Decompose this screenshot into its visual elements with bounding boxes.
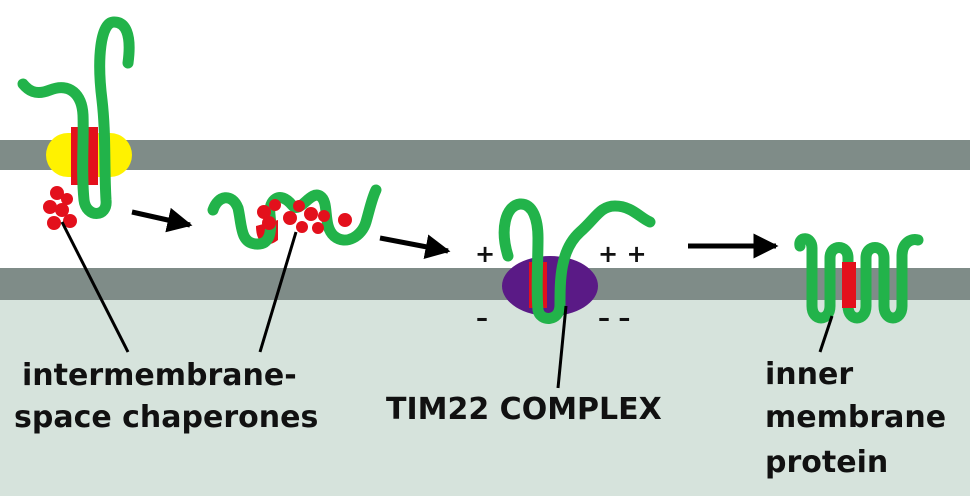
step1-chaperones — [43, 186, 77, 230]
step2-chaperone-complex — [207, 184, 382, 250]
arrow-1 — [131, 207, 193, 233]
chaperone-dot — [318, 210, 330, 222]
step4-protein-chain — [794, 233, 924, 324]
chaperone-dot — [63, 214, 77, 228]
step2-chaperones — [257, 199, 352, 234]
tim22-complex — [502, 256, 598, 316]
charge-minus-left: – — [476, 304, 488, 332]
chaperone-dot — [50, 186, 64, 200]
chaperone-dot — [269, 199, 281, 211]
label-inner-line2: membrane — [765, 400, 947, 435]
label-chaperones-line2: space chaperones — [14, 400, 319, 435]
step1-outer-channel-import — [17, 16, 135, 230]
pointer-chaperones-1 — [60, 221, 130, 353]
chaperone-dot — [61, 193, 73, 205]
step3-protein-chain — [498, 198, 656, 324]
pointer-inner-protein — [818, 315, 834, 353]
outer-membrane — [0, 140, 970, 170]
chaperone-dot — [283, 211, 297, 225]
chaperone-dot — [304, 207, 318, 221]
charge-plus-left: + — [475, 240, 495, 268]
charge-minus-right: – – — [598, 304, 630, 332]
step4-red-segment — [842, 262, 856, 308]
chaperone-dot — [55, 203, 69, 217]
arrow-2 — [379, 234, 451, 260]
chaperone-dot — [262, 216, 276, 230]
chaperone-dot — [312, 222, 324, 234]
chaperone-dot — [43, 200, 57, 214]
step1-protein-chain — [17, 16, 135, 219]
step2-protein-chain — [207, 184, 382, 250]
label-inner-line3: protein — [765, 445, 889, 480]
chaperone-dot — [47, 216, 61, 230]
chaperone-dot — [338, 213, 352, 227]
step4-inner-membrane-protein — [794, 233, 924, 324]
label-inner-line1: inner — [765, 357, 854, 392]
label-tim22: TIM22 COMPLEX — [386, 392, 662, 427]
matrix-region — [0, 300, 970, 496]
cytosol-region — [0, 0, 970, 140]
charge-plus-right: + + — [598, 240, 647, 268]
pointer-tim22 — [556, 305, 568, 389]
chaperone-dot — [293, 200, 305, 212]
chaperone-dot — [296, 221, 308, 233]
label-chaperones-line1: intermembrane- — [22, 358, 297, 393]
chaperone-dot — [257, 205, 271, 219]
step3-tim22-insertion: + + + – – – — [475, 198, 656, 332]
pointer-chaperones-2 — [258, 231, 298, 353]
